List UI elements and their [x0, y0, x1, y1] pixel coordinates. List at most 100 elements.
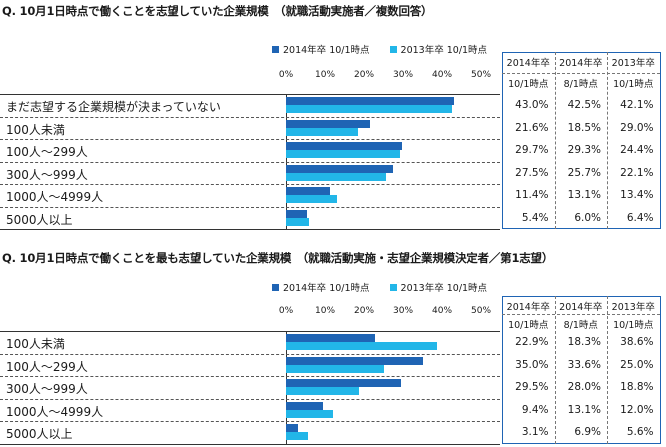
chart-legend: 2014年卒 10/1時点 2013年卒 10/1時点 [272, 280, 507, 294]
x-tick-label: 50% [470, 70, 492, 80]
legend-swatch [389, 45, 397, 53]
category-label: 100人～299人 [6, 145, 88, 159]
table-value-cell: 33.6% [567, 358, 601, 371]
table-header-cell: 10/1時点 [613, 319, 654, 331]
x-tick-label: 20% [353, 306, 375, 316]
table-header-cell: 2013年卒 [611, 302, 655, 313]
data-table-border [502, 52, 661, 229]
bar [286, 209, 308, 218]
table-value-cell: 42.5% [567, 99, 601, 111]
table-value-cell: 29.0% [620, 121, 654, 134]
bar [286, 172, 387, 181]
table-value-cell: 11.4% [515, 189, 549, 201]
row-separator [0, 421, 500, 422]
legend-item: 2013年卒 10/1時点 [389, 280, 487, 294]
table-value-cell: 35.0% [515, 358, 549, 371]
chart-title: Q. 10月1日時点で働くことを志望していた企業規模 （就職活動実施者／複数回答… [2, 4, 433, 18]
x-tick-label: 20% [353, 70, 375, 80]
bar [286, 334, 376, 342]
table-value-cell: 5.6% [626, 426, 654, 438]
bar [286, 432, 308, 440]
bar [286, 105, 452, 113]
bar [286, 164, 394, 173]
row-separator [0, 206, 500, 208]
table-value-cell: 27.5% [515, 166, 549, 179]
x-tick-label: 50% [470, 306, 492, 316]
x-tick-label: 0% [278, 70, 294, 80]
category-label: 5000人以上 [6, 212, 73, 227]
bar [286, 127, 359, 136]
table-header-cell: 10/1時点 [508, 79, 549, 90]
table-header-cell: 2014年卒 [559, 58, 603, 69]
table-value-cell: 13.4% [620, 189, 654, 201]
category-label: 300人～999人 [6, 382, 88, 396]
legend-item: 2013年卒 10/1時点 [389, 42, 487, 56]
table-value-cell: 18.5% [567, 121, 601, 134]
x-tick-label: 0% [278, 306, 294, 316]
bar [286, 424, 299, 432]
chart-section: Q. 10月1日時点で働くことを志望していた企業規模 （就職活動実施者／複数回答… [0, 4, 661, 230]
category-label: まだ志望する企業規模が決まっていない [6, 100, 221, 114]
table-value-cell: 9.4% [521, 403, 549, 416]
row-separator [0, 184, 500, 185]
table-value-cell: 24.4% [620, 144, 654, 156]
table-value-cell: 18.8% [620, 381, 654, 393]
chart-section: Q. 10月1日時点で働くことを最も志望していた企業規模 （就職活動実施・志望企… [0, 247, 666, 447]
table-value-cell: 3.1% [521, 426, 549, 438]
table-value-cell: 42.1% [620, 99, 654, 111]
table-column-separator [607, 52, 608, 229]
legend-swatch [389, 283, 397, 291]
table-header-cell: 10/1時点 [613, 79, 654, 90]
table-value-cell: 25.7% [567, 166, 601, 179]
table-header-cell: 2014年卒 [559, 302, 603, 313]
table-column-separator [554, 296, 556, 444]
table-value-cell: 22.1% [620, 166, 654, 179]
row-separator [0, 161, 500, 163]
category-label: 300人～999人 [6, 167, 88, 182]
table-header-separator [502, 313, 660, 315]
category-label: 100人未満 [6, 122, 65, 137]
table-header-cell: 8/1時点 [563, 79, 598, 90]
bar [286, 187, 331, 195]
category-label: 5000人以上 [6, 427, 73, 441]
table-value-cell: 38.6% [620, 336, 654, 348]
legend-item: 2014年卒 10/1時点 [272, 42, 370, 56]
row-separator [0, 116, 500, 118]
legend-swatch [272, 283, 279, 291]
plot-top-border [0, 94, 500, 95]
table-value-cell: 6.0% [574, 211, 601, 224]
bar [286, 401, 323, 410]
category-label: 1000人～4999人 [6, 404, 104, 419]
bar [286, 342, 437, 350]
x-tick-label: 40% [431, 70, 453, 80]
bar [286, 409, 333, 418]
category-label: 100人未満 [6, 337, 65, 351]
x-tick-label: 10% [314, 70, 336, 80]
table-value-cell: 29.7% [515, 144, 549, 156]
table-column-separator [607, 296, 608, 444]
table-value-cell: 18.3% [567, 336, 601, 348]
table-value-cell: 13.1% [567, 189, 601, 201]
bar [286, 356, 423, 365]
bar [286, 97, 454, 105]
table-value-cell: 28.0% [567, 381, 601, 393]
table-value-cell: 29.5% [515, 381, 549, 393]
row-separator [0, 353, 500, 355]
legend-swatch [272, 45, 279, 53]
category-label: 100人～299人 [6, 359, 88, 374]
plot-top-border [0, 331, 500, 332]
table-value-cell: 29.3% [567, 144, 601, 156]
table-value-cell: 21.6% [515, 121, 549, 134]
table-header-cell: 8/1時点 [563, 319, 598, 331]
plot-bottom-border [0, 229, 500, 230]
table-header-cell: 2014年卒 [506, 58, 550, 69]
x-tick-label: 40% [431, 306, 453, 316]
bar [286, 364, 384, 373]
x-tick-label: 30% [392, 306, 414, 316]
bar [286, 379, 402, 387]
table-header-cell: 2014年卒 [506, 302, 550, 313]
legend-item: 2014年卒 10/1時点 [272, 280, 370, 294]
bar [286, 142, 402, 150]
table-header-separator [502, 73, 660, 74]
row-separator [0, 139, 500, 140]
